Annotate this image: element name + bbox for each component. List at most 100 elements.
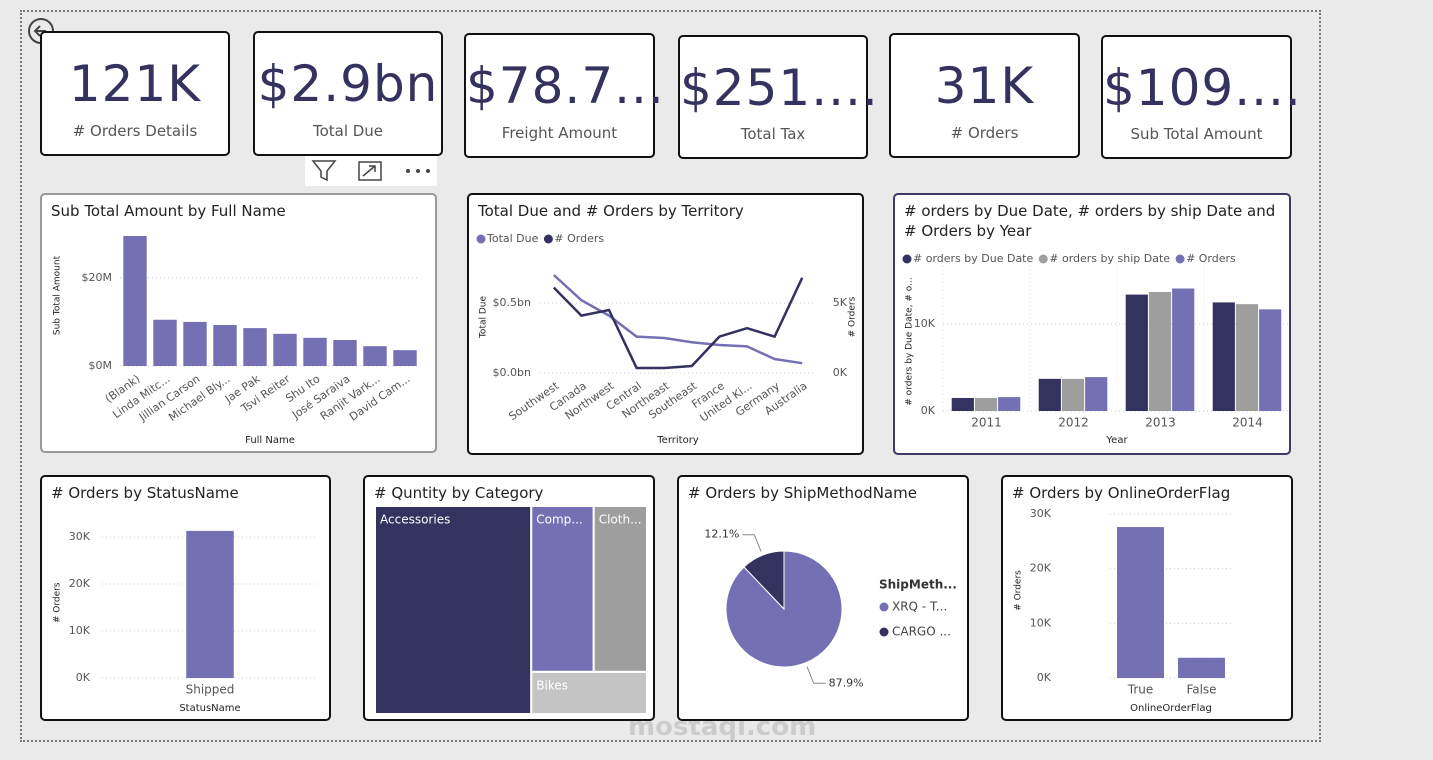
bar [1148,291,1172,411]
legend-marker [1175,254,1185,264]
x-axis-label: Year [1105,435,1128,446]
kpi-card: 121K # Orders Details [40,31,230,156]
kpi-label: # Orders [950,124,1019,142]
kpi-card: $78.7... Freight Amount [464,33,664,158]
kpi-value: $251.... [680,59,879,117]
line-series [552,277,804,370]
y-tick-label: 0K [76,671,91,684]
x-axis-label: OnlineOrderFlag [1130,703,1212,714]
legend-label: # orders by Due Date [913,252,1033,265]
bar [303,337,327,366]
bar [1085,377,1108,411]
x-axis-label: StatusName [179,703,240,714]
bar [951,397,974,411]
y-tick-label: $0M [89,359,113,372]
kpi-card: 31K # Orders [889,33,1080,158]
bar [363,346,387,366]
legend-label: # Orders [1186,252,1236,265]
focus-arrow [362,165,376,177]
x-axis-label: Territory [656,435,699,446]
more-icon[interactable] [426,169,430,173]
kpi-label: Freight Amount [501,124,618,142]
chart-panel: 0K 10K 2011 2012 2013 2014 # orders by Due Dat… [893,193,1291,455]
kpi-label: Total Due [312,122,384,140]
chart-panel: 0K 10K 20K 30K Shipped StatusName # Orders # Or… [40,475,331,721]
bar [1235,304,1259,411]
legend-marker [902,254,912,264]
kpi-card: $2.9bn Total Due [253,31,443,156]
tile-label: Accessories [380,513,450,527]
legend-label: Total Due [486,232,539,245]
treemap-tile [530,670,649,715]
visual-header [305,154,437,186]
chart-panel: 87.9% 12.1% ShipMeth... XRQ - T... CARGO ...… [677,475,969,721]
bar [998,397,1021,411]
legend-label: # Orders [554,232,604,245]
chart: 0K 10K 20K 30K True False OnlineOrderFlag # Ord… [1014,507,1232,714]
kpi-value: $109.... [1103,59,1302,117]
chart-panel: $0.0bn $0.5bn 0K 5K Southwest Canada Northwest… [467,193,864,455]
chart: $0M$20M(Blank)Linda Mitc...Jillian Carso… [53,236,420,446]
y2-tick-label: 5K [833,296,848,309]
more-icon[interactable] [416,169,420,173]
y-tick-label: 10K [1030,616,1052,629]
chart: $0.0bn$0.5bn0K5KSouthwestCanadaNorthwest… [476,232,858,446]
bar [1061,378,1085,411]
chart: Accessories Comp... Cloth... Bikes [374,505,649,715]
bar [153,319,177,366]
y2-axis-label: # Orders [848,296,858,337]
bar [213,325,237,366]
data-label: 87.9% [829,676,864,689]
legend-label: CARGO ... [892,625,951,639]
y2-tick-label: 0K [833,366,848,379]
data-label: 12.1% [704,528,739,541]
bar [1178,657,1225,678]
y-tick-label: 20K [69,577,91,590]
bar [186,530,234,678]
kpi-value: $2.9bn [257,55,439,113]
chart: 0K 10K 2011 2012 2013 2014 # orders by Due Dat… [902,252,1289,446]
focus-icon[interactable] [358,161,382,181]
x-tick-label: Shipped [186,683,235,697]
chart-panel: 0K 10K 20K 30K True False OnlineOrderFlag # Ord… [1001,475,1293,721]
legend-marker [879,627,889,637]
y-tick-label: 30K [1030,507,1052,520]
chart-panel: Accessories Comp... Cloth... Bikes # Quntity… [363,475,655,721]
y-axis-label: # Orders [53,582,63,623]
legend-label: # orders by ship Date [1049,252,1170,265]
canvas-frame [20,10,1321,742]
kpi-card: $251.... Total Tax [678,35,879,159]
tile-label: Comp... [536,513,582,527]
kpi-card: $109.... Sub Total Amount [1101,35,1302,159]
legend-marker [543,234,553,244]
filter-icon[interactable] [311,160,337,182]
kpi-value: 121K [68,55,202,113]
legend-label: XRQ - T... [892,600,947,614]
legend-marker [476,234,486,244]
chart-title: Sub Total Amount by Full Name [51,202,286,220]
kpi-label: # Orders Details [72,122,198,140]
tile-label: Cloth... [599,513,642,527]
y-axis-label: # Orders [1014,570,1024,611]
chart-title: # Orders by StatusName [51,484,239,502]
chart-title: # orders by Due Date, # orders by ship D… [904,202,1276,240]
bar [1172,288,1195,411]
y-tick-label: 10K [69,624,91,637]
bar [393,350,417,366]
bar [1038,378,1061,411]
leader-line [742,534,762,552]
more-icon[interactable] [406,169,410,173]
y-tick-label: $20M [82,271,113,284]
chart: 87.9% 12.1% ShipMeth... XRQ - T... CARGO ... [704,528,957,690]
bar [1259,309,1282,411]
y-tick-label: 10K [914,317,936,330]
chart-title: # Quntity by Category [374,484,544,502]
chart-title: Total Due and # Orders by Territory [478,202,744,220]
x-tick-label: 2014 [1232,416,1263,430]
bar [1125,294,1148,411]
tile-label: Bikes [536,678,568,692]
y-tick-label: 20K [1030,562,1052,575]
kpi-label: Total Tax [740,125,806,143]
x-tick-label: True [1127,683,1154,697]
